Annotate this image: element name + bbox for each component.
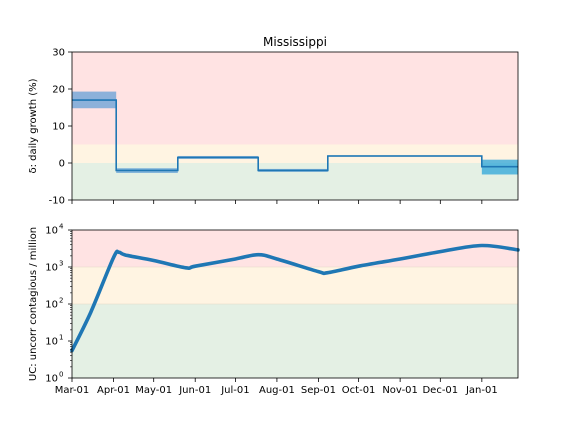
contagious-y-tick-exponent-4: 4 [59,223,64,231]
contagious-y-tick-label-0: 10 [45,374,58,385]
contagious-x-tick-label-5: Aug-01 [259,385,295,396]
contagious-y-tick-exponent-1: 1 [59,334,63,342]
growth-zone-0 [72,52,518,145]
growth-y-tick-label-2: 10 [52,122,65,133]
growth-y-tick-label-0: -10 [49,196,65,207]
contagious-x-tick-label-10: Jan-01 [465,385,498,396]
contagious-x-tick-label-7: Oct-01 [342,385,376,396]
contagious-zone-bands [72,230,518,378]
contagious-zone-1 [72,267,518,304]
growth-zone-bands [72,52,518,200]
contagious-x-tick-label-8: Nov-01 [382,385,418,396]
growth-rate-line [72,99,518,172]
growth-y-axis-label: δ: daily growth (%) [28,78,39,173]
contagious-y-axis-label: UC: uncorr contagious / million [28,227,39,381]
growth-panel: -10 0 10 20 30 Mississippi δ: daily growth (… [28,35,519,207]
growth-zone-1 [72,144,518,163]
contagious-series-line [70,243,520,353]
contagious-x-tick-label-1: Apr-01 [97,385,130,396]
contagious-y-tick-label-2: 10 [45,300,58,311]
chart-title: Mississippi [263,35,327,49]
contagious-x-tick-label-0: Mar-01 [55,385,90,396]
contagious-y-tick-exponent-0: 0 [59,371,63,379]
contagious-x-tick-label-3: Jun-01 [178,385,211,396]
contagious-y-tick-exponent-2: 2 [59,297,63,305]
growth-y-ticks: -10 0 10 20 30 [49,48,72,207]
growth-x-ticks [71,200,483,204]
contagious-y-tick-label-3: 10 [45,263,58,274]
contagious-x-tick-label-6: Sep-01 [301,385,336,396]
contagious-zone-2 [72,304,518,378]
contagious-y-tick-label-1: 10 [45,337,58,348]
growth-y-tick-label-3: 20 [52,85,65,96]
contagious-y-tick-exponent-3: 3 [59,260,63,268]
contagious-y-tick-label-4: 10 [45,226,58,237]
contagious-x-ticks: Mar-01 Apr-01 May-01 Jun-01 Jul-01 Aug-01 Sep-… [55,378,498,396]
growth-y-tick-label-1: 0 [59,159,65,170]
growth-y-tick-label-4: 30 [52,48,65,59]
contagious-x-tick-label-9: Dec-01 [422,385,458,396]
contagious-x-tick-label-2: May-01 [135,385,172,396]
contagious-x-tick-label-4: Jul-01 [220,385,249,396]
